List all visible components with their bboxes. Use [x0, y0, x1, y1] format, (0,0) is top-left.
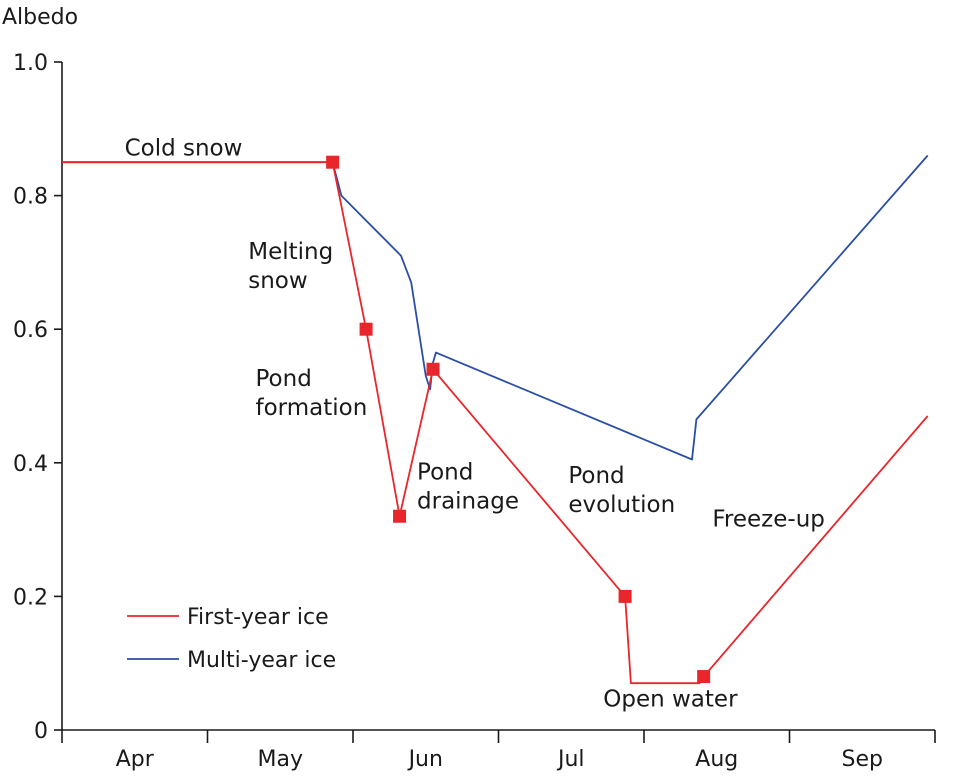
annotation-label: Pond [256, 366, 312, 392]
legend-label-multi-year-ice: Multi-year ice [187, 648, 336, 673]
annotation-label: formation [256, 395, 368, 421]
series-line-multi-year-ice [62, 154, 929, 461]
data-marker-first-year-ice [618, 589, 632, 603]
legend: First-year ice Multi-year ice [127, 605, 336, 673]
data-marker-first-year-ice [697, 670, 711, 684]
y-tick-label: 0.8 [13, 185, 48, 210]
annotation-label: evolution [568, 492, 675, 518]
x-tick-label: Aug [695, 747, 738, 772]
y-tick-label: 1.0 [13, 51, 48, 76]
axes: 0 0.2 0.4 0.6 0.8 1.0 Apr May Jun Jul Aug Sep [13, 51, 936, 772]
y-tick-label: 0.2 [13, 585, 48, 610]
y-tick-label: 0.4 [13, 452, 48, 477]
x-tick-label: Jul [556, 747, 585, 772]
data-marker-first-year-ice [426, 362, 440, 376]
annotation-label: Pond [417, 460, 473, 486]
annotation-label: Cold snow [125, 136, 243, 162]
x-tick-label: Jun [407, 747, 443, 772]
y-tick-label: 0.6 [13, 318, 48, 343]
x-tick-label: Apr [116, 747, 155, 772]
annotation-label: Melting [248, 239, 333, 265]
x-tick-label: Sep [842, 747, 883, 772]
data-marker-first-year-ice [359, 322, 373, 336]
annotation-label: snow [248, 268, 307, 294]
y-axis-title: Albedo [2, 5, 78, 30]
legend-label-first-year-ice: First-year ice [187, 605, 329, 630]
y-tick-label: 0 [34, 719, 48, 744]
data-marker-first-year-ice [393, 509, 407, 523]
annotation-label: drainage [417, 489, 519, 515]
x-tick-label: May [258, 747, 303, 772]
annotation-label: Pond [568, 463, 624, 489]
annotation-label: Freeze-up [712, 506, 825, 532]
annotation-layer: Cold snow Melting snow Pond formation Pond dra… [125, 136, 825, 713]
series-layer [62, 154, 929, 685]
data-marker-first-year-ice [326, 155, 340, 169]
annotation-label: Open water [603, 687, 738, 713]
